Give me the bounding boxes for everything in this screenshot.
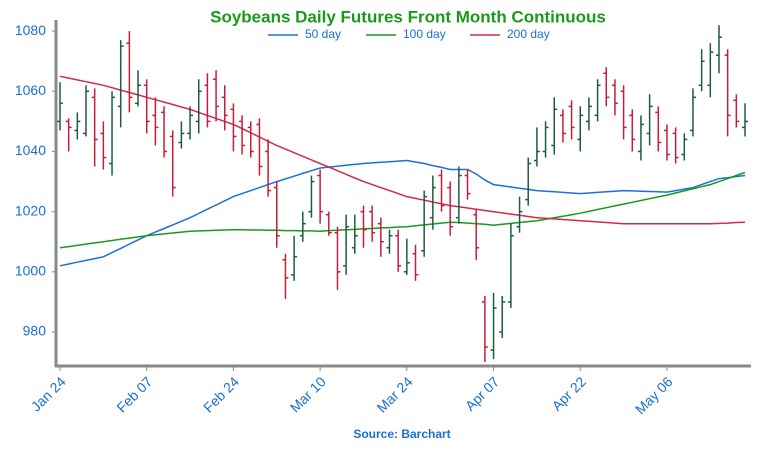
y-tick-label: 1040 [15,142,46,158]
x-tick-label: Jan 24 [28,373,69,414]
legend-label: 50 day [305,27,341,41]
y-tick-label: 1080 [15,22,46,38]
x-tick-label: May 06 [632,373,676,417]
moving-average-line [59,159,746,267]
x-tick-label: Mar 10 [287,373,329,415]
legend-label: 200 day [507,27,550,41]
moving-average-line [59,75,746,225]
x-tick-label: Mar 24 [373,373,415,415]
moving-average-line [59,171,746,249]
x-tick-label: Feb 07 [113,373,155,415]
x-tick-label: Apr 07 [462,373,503,414]
legend-label: 100 day [403,27,446,41]
y-tick-label: 1020 [15,202,46,218]
chart-title: Soybeans Daily Futures Front Month Conti… [210,7,606,26]
source-note: Source: Barchart [353,427,450,441]
x-tick-label: Feb 24 [200,373,242,415]
y-tick-label: 1060 [15,82,46,98]
x-tick-label: Apr 22 [549,373,590,414]
y-tick-label: 1000 [15,263,46,279]
y-tick-label: 980 [23,323,47,339]
